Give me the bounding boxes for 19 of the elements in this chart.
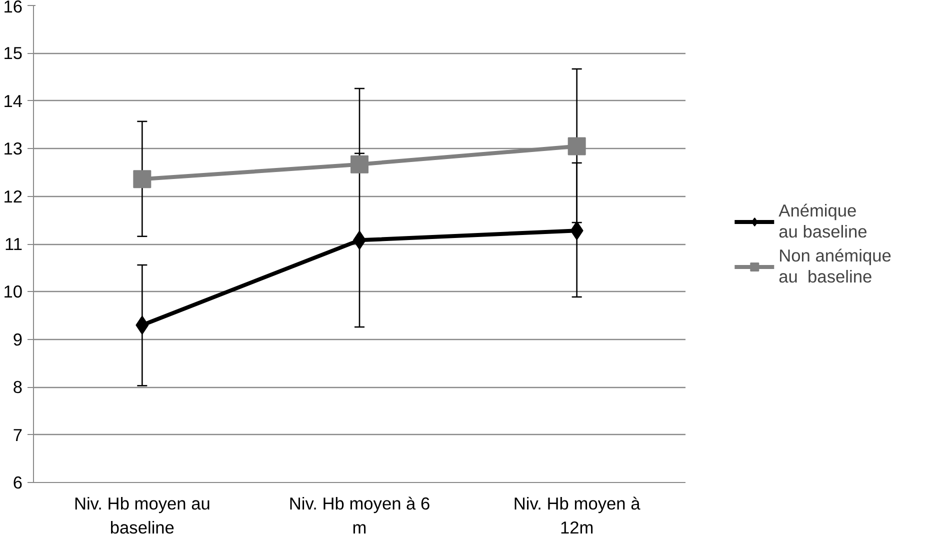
y-tick-label: 9 <box>12 329 23 350</box>
y-tick-label: 6 <box>12 472 23 492</box>
y-tick-label: 8 <box>12 377 23 398</box>
y-tick-label: 12 <box>3 186 23 206</box>
x-tick-label: Niv. Hb moyen à 6 m <box>288 494 430 538</box>
point <box>133 170 152 188</box>
point <box>350 155 368 174</box>
y-tick-label: 11 <box>4 234 23 254</box>
y-tick-label: 16 <box>3 0 23 16</box>
x-tick-label: Niv. Hb moyen au baseline <box>74 494 210 538</box>
y-tick-label: 15 <box>3 43 23 64</box>
x-tick-label: Niv. Hb moyen à 12m <box>513 494 641 538</box>
y-tick-label: 10 <box>3 282 23 302</box>
legend-label: Anémique au baseline <box>778 200 868 242</box>
y-tick-label: 13 <box>3 138 23 159</box>
point <box>568 137 586 156</box>
y-tick-label: 14 <box>3 90 23 111</box>
y-tick-label: 7 <box>12 424 23 445</box>
legend-label: Non anémique au baseline <box>778 245 892 287</box>
